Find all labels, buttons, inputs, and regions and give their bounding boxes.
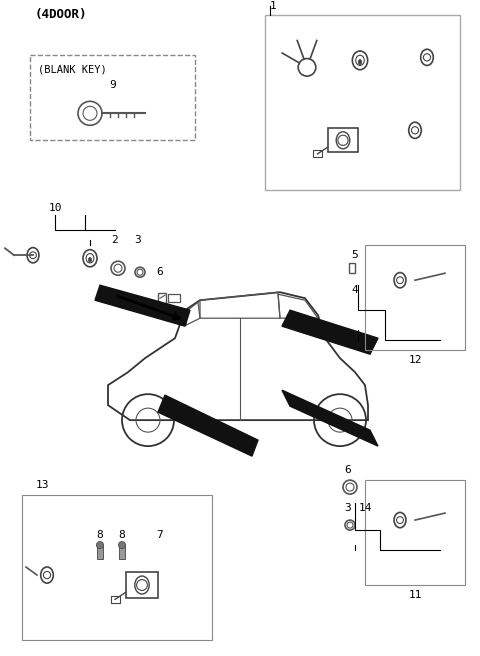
Text: 6: 6 [156,267,163,277]
Text: 9: 9 [109,80,116,91]
Bar [265,15,460,190]
Bar [126,573,158,598]
Text: 12: 12 [408,355,422,365]
Text: 10: 10 [48,203,62,213]
Text: 8: 8 [119,530,125,540]
Text: (BLANK KEY): (BLANK KEY) [38,64,107,74]
Bar [348,263,355,274]
Ellipse shape [358,60,362,64]
Bar [97,545,103,559]
Text: 3: 3 [134,236,142,245]
Text: 4: 4 [352,285,359,295]
Polygon shape [282,310,378,354]
Bar [168,294,180,302]
Bar [365,480,465,585]
Bar [328,129,358,152]
Bar [158,293,166,304]
Bar [110,596,120,603]
Ellipse shape [88,257,92,262]
Circle shape [96,542,104,548]
Text: 7: 7 [156,530,163,540]
Text: 1: 1 [270,1,277,11]
Bar [365,245,465,350]
Bar [313,150,322,157]
Text: 11: 11 [408,590,422,600]
Circle shape [119,542,125,548]
Text: 14: 14 [358,503,372,513]
Text: 3: 3 [345,503,351,513]
Text: 2: 2 [112,236,119,245]
Text: 13: 13 [35,480,49,490]
Text: 5: 5 [352,250,359,260]
Polygon shape [158,395,258,456]
Bar [30,55,195,140]
Text: (4DOOR): (4DOOR) [35,8,87,21]
Polygon shape [282,390,378,446]
Text: 8: 8 [96,530,103,540]
Text: 6: 6 [345,465,351,475]
Bar [22,495,212,640]
Bar [119,545,125,559]
Polygon shape [95,285,190,326]
